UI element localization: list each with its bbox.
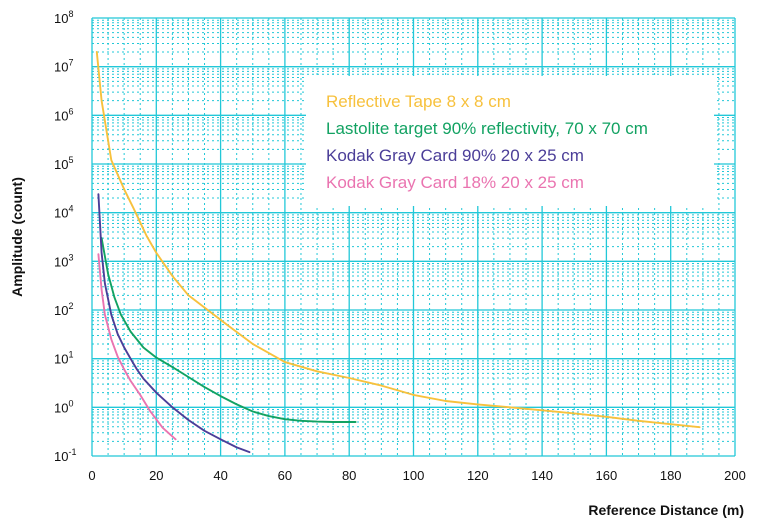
x-tick-label: 180 — [660, 468, 682, 483]
y-tick-label: 10-1 — [54, 447, 76, 464]
x-axis-title: Reference Distance (m) — [588, 502, 744, 518]
y-axis-title: Amplitude (count) — [9, 177, 25, 297]
y-tick-label: 108 — [54, 9, 73, 26]
y-tick-label: 105 — [54, 155, 73, 172]
y-tick-label: 102 — [54, 301, 73, 318]
x-tick-label: 20 — [149, 468, 163, 483]
x-tick-label: 200 — [724, 468, 746, 483]
series-lines — [95, 51, 701, 454]
x-tick-label: 40 — [213, 468, 227, 483]
legend-item-2: Lastolite target 90% reflectivity, 70 x … — [326, 119, 648, 138]
y-tick-label: 100 — [54, 398, 73, 415]
y-tick-label: 107 — [54, 58, 73, 75]
legend: Reflective Tape 8 x 8 cm Lastolite target… — [326, 92, 648, 192]
legend-item-4: Kodak Gray Card 18% 20 x 25 cm — [326, 173, 584, 192]
series-line-3 — [97, 193, 251, 454]
y-axis-ticks: 10-1 100 101 102 103 104 105 106 107 108 — [54, 9, 76, 464]
series-line-4 — [97, 253, 177, 441]
y-tick-label: 104 — [54, 204, 73, 221]
legend-item-3: Kodak Gray Card 90% 20 x 25 cm — [326, 146, 584, 165]
series-line-1 — [95, 51, 701, 429]
y-tick-label: 103 — [54, 252, 73, 269]
x-tick-label: 120 — [467, 468, 489, 483]
y-tick-label: 101 — [54, 350, 73, 367]
legend-box — [306, 76, 714, 206]
x-tick-label: 140 — [531, 468, 553, 483]
y-tick-label: 106 — [54, 106, 73, 123]
x-axis-ticks: 0 20 40 60 80 100 120 140 160 180 200 — [88, 468, 745, 483]
x-tick-label: 0 — [88, 468, 95, 483]
x-tick-label: 60 — [278, 468, 292, 483]
x-tick-label: 80 — [342, 468, 356, 483]
legend-item-1: Reflective Tape 8 x 8 cm — [326, 92, 511, 111]
series-line-2 — [100, 237, 357, 423]
x-tick-label: 100 — [403, 468, 425, 483]
x-tick-label: 160 — [596, 468, 618, 483]
